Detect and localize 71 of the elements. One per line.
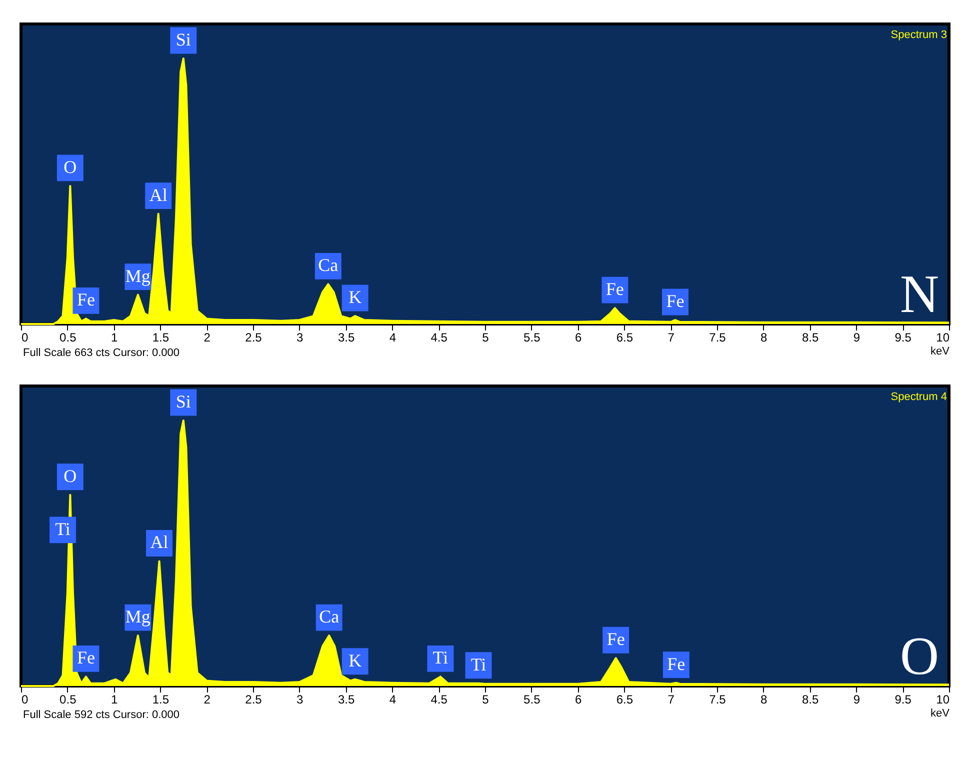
x-tick-label: 1.5: [152, 330, 170, 344]
x-tick-label: 9: [853, 330, 860, 344]
annotation: Fe: [667, 654, 686, 674]
annotation: Mg: [125, 606, 150, 627]
annotation: Al: [149, 184, 168, 205]
x-tick-label: 6.5: [616, 330, 634, 344]
x-tick-label: 0: [22, 692, 28, 706]
x-tick-label: 5: [482, 692, 490, 706]
chart-subtitle: Spectrum 3: [890, 29, 947, 41]
x-tick-label: 7: [668, 692, 675, 706]
annotation: Al: [150, 532, 168, 552]
x-axis-title: keV: [930, 346, 950, 358]
annotation: Ca: [319, 606, 340, 627]
x-axis-title: keV: [930, 708, 950, 720]
annotation: Fe: [606, 629, 625, 650]
x-tick-label: 0.5: [60, 330, 77, 344]
x-tick-label: 3.5: [338, 692, 355, 706]
x-tick-label: 6: [574, 692, 582, 706]
text: Full Scale 592 cts Cursor: 0.000: [23, 709, 180, 721]
annotation: Fe: [76, 648, 95, 668]
x-tick-label: 9.5: [894, 330, 912, 344]
x-tick-label: 0: [22, 330, 28, 344]
x-tick-label: 8.5: [802, 692, 819, 706]
x-tick-label: 2.5: [245, 692, 262, 706]
annotation: Ti: [470, 654, 486, 674]
x-tick-label: 0.5: [60, 692, 77, 706]
x-tick-label: 3.5: [338, 330, 355, 344]
x-tick-label: 8: [760, 692, 768, 706]
annotation: K: [348, 287, 362, 308]
x-tick-label: 4: [389, 330, 396, 344]
annotation: Si: [176, 30, 191, 50]
x-tick-label: 7: [668, 330, 675, 344]
text: Full Scale 663 cts Cursor: 0.000: [23, 347, 180, 359]
annotation: Ca: [318, 255, 338, 276]
x-tick-label: 1.5: [152, 692, 170, 706]
x-tick-label: 10: [936, 330, 950, 344]
x-tick-label: 6.5: [616, 692, 634, 706]
x-tick-label: 4.5: [430, 692, 448, 706]
x-tick-label: 7.5: [709, 330, 726, 344]
x-tick-label: 9.5: [894, 692, 912, 706]
annotation: O: [64, 466, 77, 486]
annotation: Mg: [125, 266, 150, 286]
annotation: Fe: [76, 290, 95, 310]
annotation: K: [348, 650, 362, 670]
x-tick-label: 2.5: [245, 330, 262, 344]
annotation: Fe: [666, 291, 684, 312]
x-tick-label: 1: [110, 330, 118, 344]
x-tick-label: 2: [204, 692, 211, 706]
annotation: Si: [176, 392, 191, 412]
text: O: [900, 626, 939, 686]
x-tick-label: 7.5: [709, 692, 726, 706]
text: N: [900, 264, 939, 324]
x-tick-label: 3: [296, 692, 304, 706]
chart-subtitle: Spectrum 4: [890, 391, 947, 403]
x-tick-label: 5: [482, 330, 490, 344]
annotation: Fe: [606, 279, 624, 300]
annotation: Ti: [432, 648, 448, 668]
x-tick-label: 8: [760, 330, 768, 344]
x-tick-label: 5.5: [524, 692, 541, 706]
x-tick-label: 10: [936, 692, 950, 706]
annotation: O: [64, 156, 77, 177]
x-tick-label: 3: [296, 330, 304, 344]
x-tick-label: 5.5: [524, 330, 541, 344]
x-tick-label: 8.5: [802, 330, 819, 344]
x-tick-label: 1: [110, 692, 118, 706]
annotation: Ti: [55, 518, 70, 539]
x-tick-label: 2: [204, 330, 211, 344]
x-tick-label: 4.5: [430, 330, 448, 344]
x-tick-label: 6: [574, 330, 582, 344]
x-tick-label: 9: [853, 692, 860, 706]
x-tick-label: 4: [389, 692, 396, 706]
